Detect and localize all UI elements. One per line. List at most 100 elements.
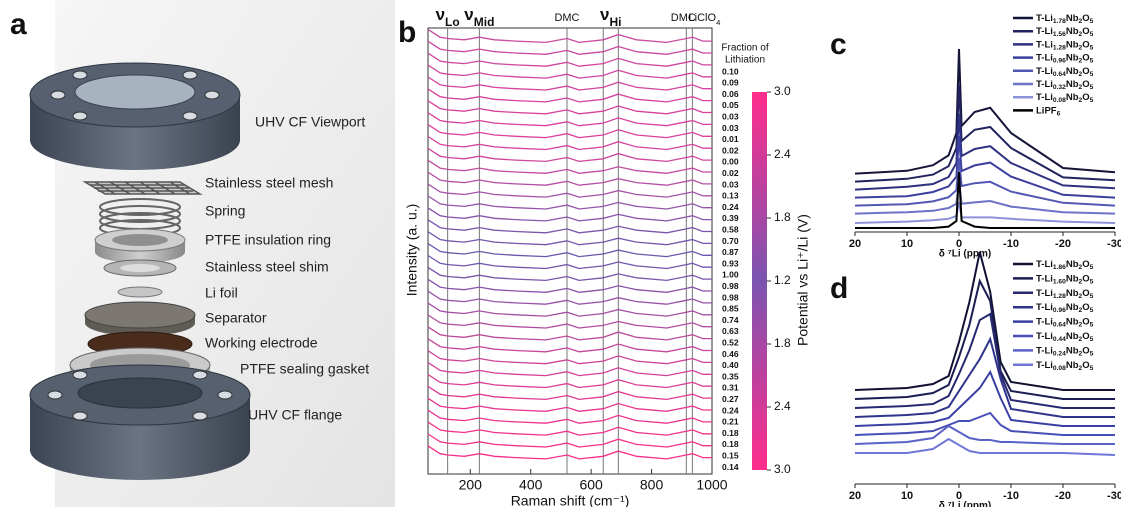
subscript: 0.96 xyxy=(1053,58,1066,65)
insulation-ring-hole xyxy=(112,234,168,246)
subscript: 0.64 xyxy=(1053,322,1066,329)
peak-subscript: Mid xyxy=(474,15,495,29)
spectrum xyxy=(427,433,712,448)
subscript: 1.28 xyxy=(1053,45,1066,52)
legend-label: T-Li0.44Nb2O5 xyxy=(1036,331,1094,344)
text-part: Nb xyxy=(1066,287,1079,298)
subscript: 2 xyxy=(1079,351,1083,358)
fraction-label: 0.02 xyxy=(722,168,739,178)
spectrum xyxy=(427,64,712,79)
spectrum xyxy=(427,254,712,270)
x-tick-label: 10 xyxy=(901,238,913,250)
part-label: Separator xyxy=(205,310,267,326)
subscript: 0.08 xyxy=(1053,365,1066,372)
legend-label: T-Li0.08Nb2O5 xyxy=(1036,92,1094,105)
peak-label: νHi xyxy=(600,5,621,29)
text-part: O xyxy=(1082,13,1089,24)
fraction-label: 0.18 xyxy=(722,428,739,438)
legend-label: T-Li1.56Nb2O5 xyxy=(1036,26,1094,39)
text-part: LiPF xyxy=(1036,105,1057,116)
fraction-label: 0.85 xyxy=(722,304,739,314)
subscript: 2 xyxy=(1079,365,1083,372)
peak-symbol: ν xyxy=(600,5,609,24)
text-part: Nb xyxy=(1066,52,1079,63)
fraction-label: 0.35 xyxy=(722,371,739,381)
fraction-label: 0.05 xyxy=(722,100,739,110)
x-tick-label: 20 xyxy=(849,238,861,250)
spectrum xyxy=(854,135,1116,199)
flange-bore xyxy=(77,377,203,409)
spectrum xyxy=(427,147,712,163)
spectrum xyxy=(427,183,712,198)
spectrum xyxy=(427,302,712,317)
part-label: Li foil xyxy=(205,285,238,301)
x-tick-label: -10 xyxy=(1003,490,1019,502)
cell-diagram: a UHV CF Viewport Stainless steel mesh S… xyxy=(10,0,395,507)
spectrum xyxy=(854,424,1115,445)
legend-label: T-Li0.64Nb2O5 xyxy=(1036,316,1094,329)
part-label: Stainless steel shim xyxy=(205,259,329,275)
subscript: 5 xyxy=(1090,71,1094,78)
spectrum xyxy=(427,266,712,282)
subscript: 1.78 xyxy=(1053,18,1066,25)
subscript: 2 xyxy=(1079,293,1083,300)
text-part: LiClO xyxy=(689,12,717,24)
spectrum xyxy=(427,231,712,246)
part-label: Working electrode xyxy=(205,335,318,351)
subscript: 4 xyxy=(716,18,721,27)
text-part: O xyxy=(1082,39,1089,50)
spectrum xyxy=(427,124,712,139)
spectrum xyxy=(427,338,712,353)
subscript: 2 xyxy=(1079,307,1083,314)
x-tick-label: 200 xyxy=(459,477,483,493)
fraction-label: 0.63 xyxy=(722,326,739,336)
text-part: T-Li xyxy=(1036,39,1053,50)
spectrum xyxy=(854,336,1115,418)
text-part: O xyxy=(1082,331,1089,342)
plot-frame xyxy=(427,27,713,475)
subscript: 5 xyxy=(1090,336,1094,343)
fraction-label: 0.98 xyxy=(722,281,739,291)
text-part: O xyxy=(1082,52,1089,63)
peak-label: νLo xyxy=(436,5,460,29)
subscript: 2 xyxy=(1079,322,1083,329)
colorbar-label: Potential vs Li⁺/Li (V) xyxy=(795,214,811,346)
legend-label: T-Li0.08Nb2O5 xyxy=(1036,359,1094,372)
text-part: O xyxy=(1082,287,1089,298)
subscript: 0.96 xyxy=(1053,307,1066,314)
subscript: 0.44 xyxy=(1053,336,1066,343)
spectrum xyxy=(855,171,1115,229)
text-part: T-Li xyxy=(1036,345,1053,356)
fraction-label: 0.31 xyxy=(722,383,739,393)
legend-label: T-Li0.32Nb2O5 xyxy=(1036,79,1094,92)
panel-letter: d xyxy=(830,272,848,305)
subscript: 5 xyxy=(1090,18,1094,25)
text-part: Nb xyxy=(1066,26,1079,37)
spectrum xyxy=(427,100,712,115)
part-label: PTFE insulation ring xyxy=(205,232,331,248)
subscript: 5 xyxy=(1090,58,1094,65)
subscript: 5 xyxy=(1090,97,1094,104)
peak-subscript: Hi xyxy=(610,15,622,29)
subscript: 1.56 xyxy=(1053,31,1066,38)
part-label: UHV CF Viewport xyxy=(255,114,365,130)
text-part: O xyxy=(1082,79,1089,90)
text-part: O xyxy=(1082,26,1089,37)
spectrum xyxy=(427,445,712,460)
legend-label: T-Li1.60Nb2O5 xyxy=(1036,273,1094,286)
spectrum xyxy=(854,411,1115,436)
subscript: 2 xyxy=(1079,97,1083,104)
x-tick-label: -30 xyxy=(1107,490,1121,502)
fraction-label: 0.74 xyxy=(722,315,739,325)
legend-label: T-Li0.64Nb2O5 xyxy=(1036,65,1094,78)
text-part: Nb xyxy=(1066,259,1079,270)
legend-label: T-Li1.78Nb2O5 xyxy=(1036,13,1094,26)
spectrum xyxy=(427,207,712,222)
peak-label: DMC xyxy=(554,12,579,24)
colorbar xyxy=(752,92,767,470)
part-label: Spring xyxy=(205,203,245,219)
text-part: T-Li xyxy=(1036,52,1053,63)
x-tick-label: 10 xyxy=(901,490,913,502)
flange-bolt-holes xyxy=(47,370,233,421)
